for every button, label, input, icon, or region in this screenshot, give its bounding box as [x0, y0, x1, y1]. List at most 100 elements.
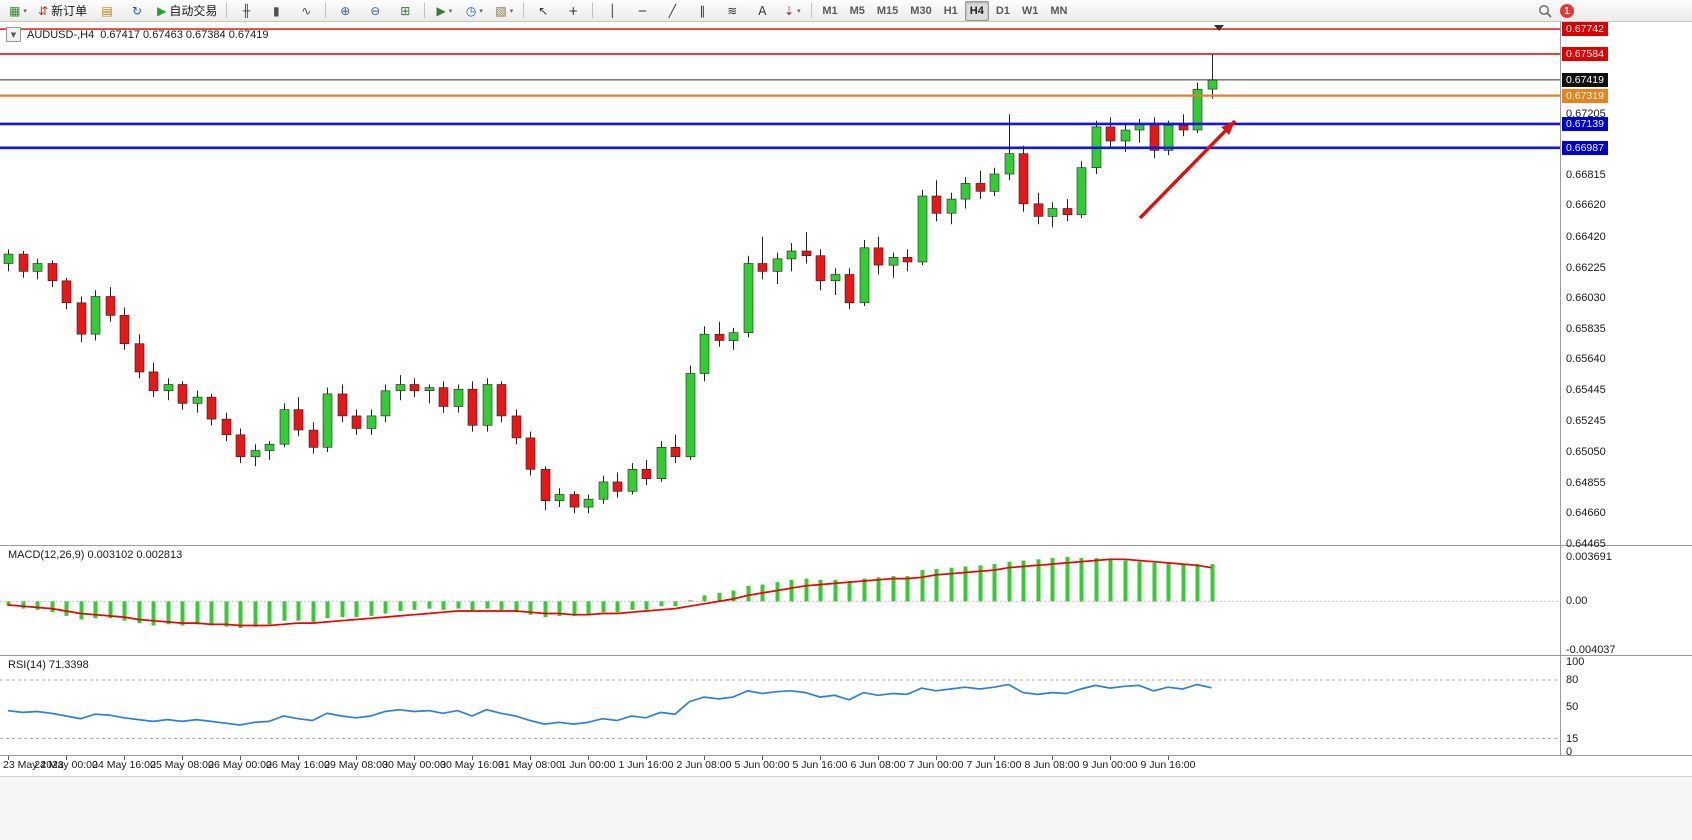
time-periods-caret-icon: ▾ [479, 6, 483, 15]
chart-shift-marker-icon[interactable] [1214, 25, 1224, 31]
timeframe-m15-button[interactable]: M15 [876, 4, 899, 17]
candle-body [554, 494, 565, 502]
time-axis-tick [762, 756, 763, 760]
price-axis-border [1560, 22, 1561, 755]
tile-windows-button[interactable]: ⊞ [391, 1, 419, 21]
fibonacci-tool-icon: ≋ [727, 3, 738, 18]
candle-body [975, 183, 986, 192]
time-axis-label: 26 May 16:00 [266, 759, 330, 771]
channel-tool-button[interactable]: ∥ [688, 1, 716, 21]
candle-body [1076, 167, 1087, 216]
level-price-label: 0.67742 [1562, 22, 1608, 37]
cursor-tool-button[interactable]: ↖ [529, 1, 557, 21]
time-axis-label: 24 May 16:00 [92, 759, 156, 771]
price-axis-label: 0.65445 [1566, 384, 1606, 396]
time-axis-tick [1168, 756, 1169, 760]
trendline-tool-icon: ╱ [668, 3, 676, 18]
main-chart[interactable] [0, 22, 1560, 545]
timeframe-m30-button[interactable]: M30 [910, 4, 932, 17]
panel-separator[interactable] [0, 545, 1692, 546]
arrows-tool-caret-icon: ▾ [797, 6, 801, 15]
new-order-button[interactable]: ⇵ 新订单 [34, 1, 91, 21]
notification-badge[interactable]: 1 [1560, 4, 1574, 18]
market-watch-button[interactable]: ▤ [93, 1, 121, 21]
time-axis-label: 26 May 00:00 [208, 759, 272, 771]
timeframe-m5-button[interactable]: M5 [849, 4, 865, 17]
time-periods-button[interactable]: ◷ ▾ [460, 1, 488, 21]
strategy-tester-caret-icon: ▾ [448, 6, 453, 15]
strategy-tester-button[interactable]: ▶ ▾ [430, 1, 458, 21]
candle-body [1207, 79, 1218, 90]
toolbar-separator [325, 3, 327, 18]
timeframe-mn-button[interactable]: MN [1050, 4, 1068, 17]
text-tool-button[interactable]: A [748, 1, 776, 21]
candle-body [627, 468, 638, 492]
zoom-in-button[interactable]: ⊕ [331, 1, 359, 21]
candle-body [119, 315, 130, 344]
vertical-line-tool-button[interactable]: │ [598, 1, 626, 21]
candle-body [1120, 129, 1131, 142]
search-icon[interactable] [1538, 4, 1552, 18]
toolbar-separator [424, 3, 426, 18]
horizontal-line-tool-icon: ─ [638, 3, 646, 18]
panel-separator[interactable] [0, 655, 1692, 656]
timeframe-w1-button[interactable]: W1 [1021, 4, 1039, 17]
candle-body [540, 468, 551, 501]
candle-body [888, 257, 899, 266]
timeframe-h4-button[interactable]: H4 [964, 0, 989, 21]
macd-label: MACD(12,26,9) 0.003102 0.002813 [8, 549, 183, 561]
new-order-label: 新订单 [51, 4, 88, 18]
fibonacci-tool-button[interactable]: ≋ [718, 1, 746, 21]
navigator-refresh-button[interactable]: ↻ [123, 1, 151, 21]
toolbar-buttons: ▦ ▾ ⇵ 新订单 ▤ ↻ ▶ 自动交易 ╫ ▮ ∿ ⊕ ⊖ ⊞ ▶ ▾ ◷ ▾ ▧ ▾ ↖ + │ ─ ╱ ∥ ≋ A ⇣ ▾ [3, 1, 816, 21]
new-chart-caret-icon: ▾ [23, 6, 27, 15]
auto-trading-button[interactable]: ▶ 自动交易 [153, 1, 221, 21]
candle-body [670, 446, 681, 457]
toolbar-separator [226, 3, 228, 18]
candle-body [337, 393, 348, 417]
level-price-label: 0.66987 [1562, 140, 1608, 155]
price-axis-label: 0.64465 [1566, 538, 1606, 550]
time-axis-tick [414, 756, 415, 760]
time-axis-label: 2 Jun 08:00 [676, 759, 732, 771]
candle-body [148, 371, 159, 392]
timeframe-m1-button[interactable]: M1 [822, 4, 838, 17]
timeframe-d1-button[interactable]: D1 [995, 4, 1010, 17]
arrows-tool-button[interactable]: ⇣ ▾ [778, 1, 806, 21]
templates-button[interactable]: ▧ ▾ [490, 1, 518, 21]
candle-body [772, 258, 783, 272]
templates-caret-icon: ▾ [509, 6, 514, 15]
time-axis-label: 6 Jun 08:00 [850, 759, 906, 771]
zoom-out-button[interactable]: ⊖ [361, 1, 389, 21]
candle-body [873, 247, 884, 266]
candle-body [395, 384, 406, 392]
time-axis-tick [878, 756, 879, 760]
time-axis-label: 25 May 08:00 [150, 759, 214, 771]
timeframe-h1-button[interactable]: H1 [943, 4, 958, 17]
time-axis-tick [1110, 756, 1111, 760]
crosshair-tool-button[interactable]: + [559, 1, 587, 21]
candle-body [1163, 125, 1174, 151]
line-chart-mode-button[interactable]: ∿ [292, 1, 320, 21]
candle-body [960, 183, 971, 200]
time-axis-label: 9 Jun 00:00 [1082, 759, 1138, 771]
candlestick-mode-button[interactable]: ▮ [262, 1, 290, 21]
chart-header: ▼ AUDUSD-,H4 0.67417 0.67463 0.67384 0.6… [6, 27, 268, 42]
candle-body [685, 373, 696, 458]
horizontal-line-tool-button[interactable]: ─ [628, 1, 656, 21]
time-axis-label: 9 Jun 16:00 [1140, 759, 1196, 771]
price-axis-label: 0.66225 [1566, 261, 1606, 274]
chart-menu-icon[interactable]: ▼ [6, 27, 21, 42]
trendline-tool-button[interactable]: ╱ [658, 1, 686, 21]
candle-body [105, 296, 116, 316]
bar-chart-mode-button[interactable]: ╫ [232, 1, 260, 21]
rsi-axis-label: 100 [1566, 656, 1585, 668]
toolbar-right: 1 [1538, 0, 1574, 22]
candle-body [351, 415, 362, 429]
text-tool-icon: A [758, 3, 767, 18]
trend-arrow-annotation[interactable] [1138, 119, 1237, 220]
new-chart-button[interactable]: ▦ ▾ [4, 1, 32, 21]
macd-panel[interactable] [0, 546, 1560, 655]
candle-body [743, 263, 754, 333]
rsi-panel[interactable] [0, 656, 1560, 755]
